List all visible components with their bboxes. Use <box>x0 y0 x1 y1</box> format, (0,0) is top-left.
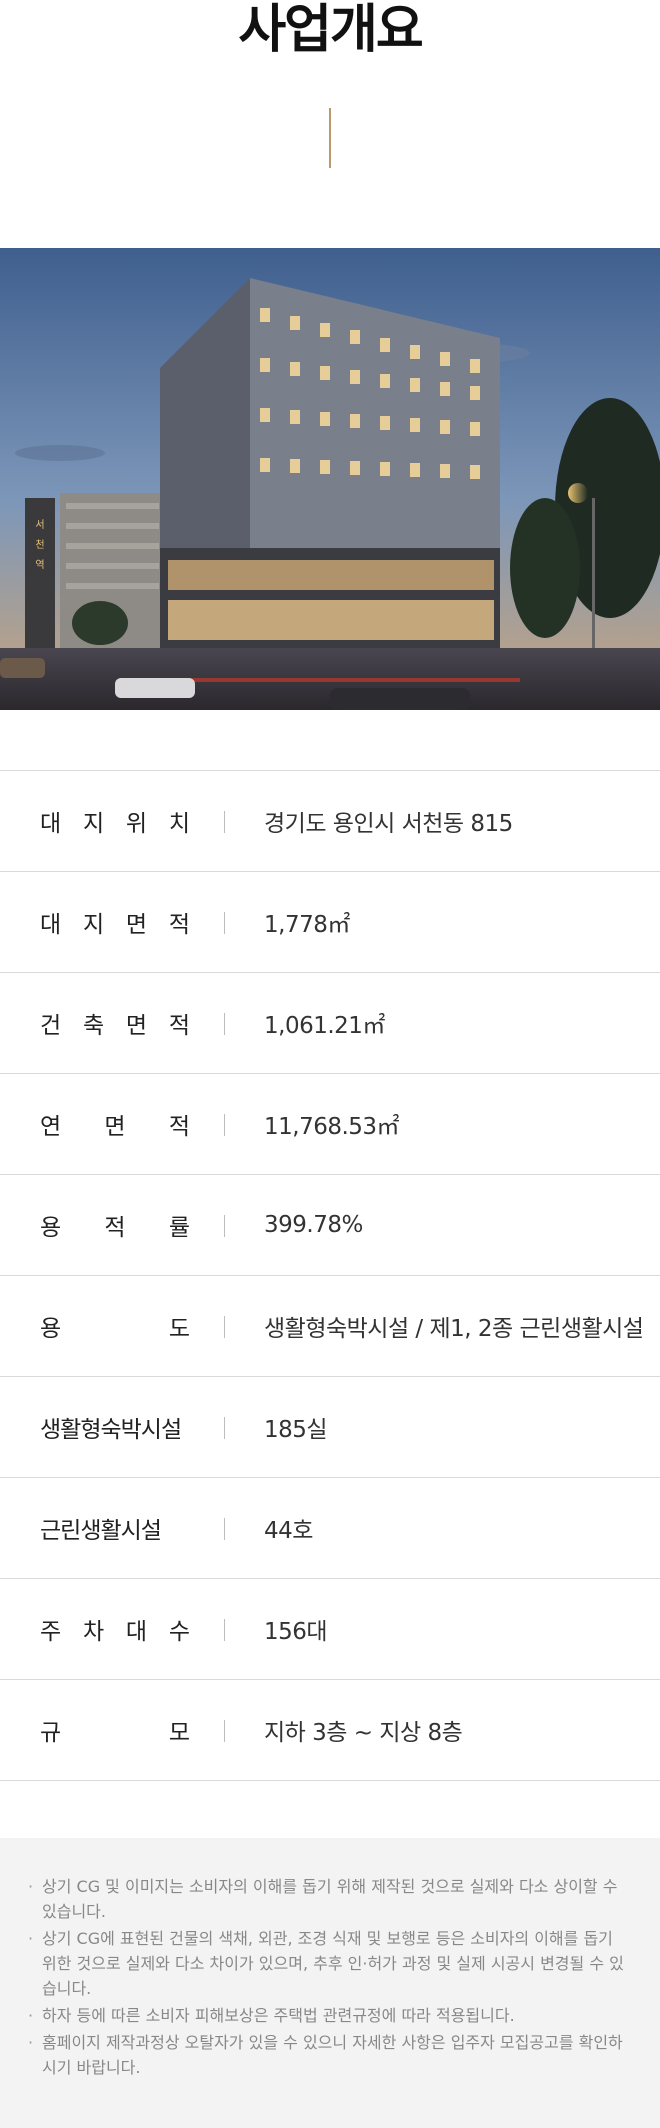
spec-value: 1,778㎡ <box>264 912 350 938</box>
spec-separator <box>224 1720 225 1742</box>
spec-separator <box>224 1013 225 1035</box>
spec-separator <box>224 1316 225 1338</box>
spec-separator <box>224 1518 225 1540</box>
spec-value: 생활형숙박시설 / 제1, 2종 근린생활시설 <box>264 1316 644 1342</box>
spec-label: 생활형숙박시설 <box>40 1417 182 1443</box>
spec-value: 11,768.53㎡ <box>264 1114 400 1140</box>
svg-text:천: 천 <box>35 539 44 551</box>
notice-item: 상기 CG에 표현된 건물의 색채, 외관, 조경 식재 및 보행로 등은 소비… <box>28 1926 632 2001</box>
spec-value: 44호 <box>264 1518 313 1544</box>
spec-separator <box>224 1417 225 1439</box>
spec-label: 근린생활시설 <box>40 1518 162 1544</box>
spec-separator <box>224 1114 225 1136</box>
spec-value: 경기도 용인시 서천동 815 <box>264 811 513 837</box>
building-rendering-image: 서 천 역 <box>0 248 660 710</box>
tower-sign-text: 서 <box>35 519 44 531</box>
spec-row-residential-lodging: 생활형숙박시설 185실 <box>0 1377 660 1478</box>
spec-value: 지하 3층 ~ 지상 8층 <box>264 1720 463 1746</box>
spec-separator <box>224 1215 225 1237</box>
spec-value: 399.78% <box>264 1212 363 1238</box>
svg-text:역: 역 <box>35 559 44 571</box>
spec-separator <box>224 811 225 833</box>
notice-item: 하자 등에 따른 소비자 피해보상은 주택법 관련규정에 따라 적용됩니다. <box>28 2003 632 2028</box>
notice-item: 상기 CG 및 이미지는 소비자의 이해를 돕기 위해 제작된 것으로 실제와 … <box>28 1874 632 1924</box>
title-divider-line <box>329 108 331 168</box>
spec-value: 1,061.21㎡ <box>264 1013 385 1039</box>
page-title: 사업개요 <box>238 0 423 60</box>
spec-separator <box>224 1619 225 1641</box>
spec-separator <box>224 912 225 934</box>
disclaimer-notice: 상기 CG 및 이미지는 소비자의 이해를 돕기 위해 제작된 것으로 실제와 … <box>0 1838 660 2128</box>
notice-item: 홈페이지 제작과정상 오탈자가 있을 수 있으니 자세한 사항은 입주자 모집공… <box>28 2030 632 2080</box>
spec-row-neighborhood-facility: 근린생활시설 44호 <box>0 1478 660 1579</box>
spec-value: 185실 <box>264 1417 328 1443</box>
spec-value: 156대 <box>264 1619 328 1645</box>
